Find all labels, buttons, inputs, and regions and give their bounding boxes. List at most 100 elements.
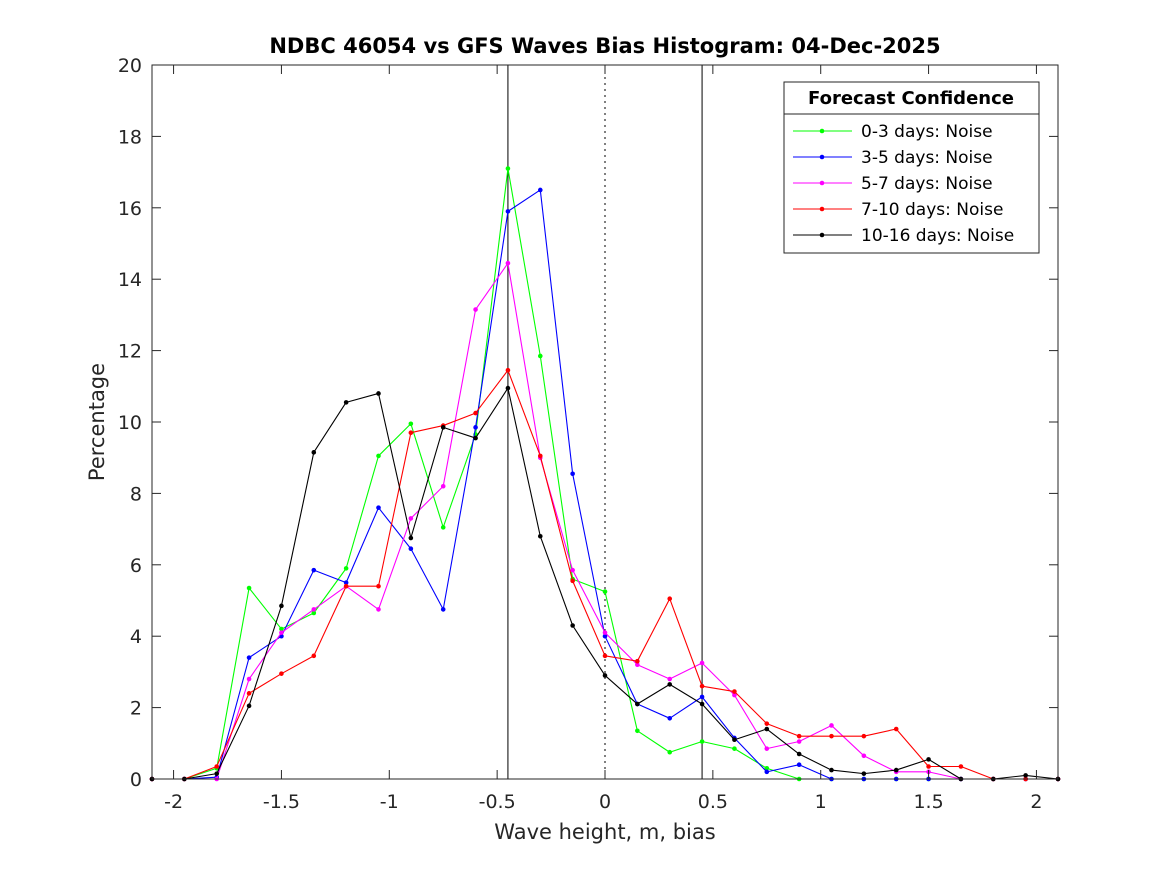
data-point — [635, 662, 640, 668]
y-tick-label: 18 — [118, 126, 142, 148]
y-tick-labels: 0 2 4 6 8 10 12 14 16 18 20 — [118, 55, 142, 791]
legend-marker — [819, 206, 825, 212]
data-point — [635, 701, 640, 707]
legend-title: Forecast Confidence — [808, 88, 1014, 109]
legend-marker — [819, 128, 825, 134]
data-point — [343, 400, 349, 405]
data-point — [699, 683, 705, 689]
legend-entry: 10-16 days: Noise — [793, 226, 1014, 246]
data-point — [505, 367, 511, 373]
data-point — [376, 391, 381, 396]
data-point — [861, 733, 867, 739]
legend-label: 0-3 days: Noise — [861, 122, 993, 142]
series-5 — [149, 385, 1061, 782]
data-point — [699, 660, 705, 666]
x-tick-label: -2 — [164, 791, 183, 813]
data-point — [246, 676, 252, 682]
data-point — [829, 767, 834, 773]
data-point — [570, 471, 575, 477]
data-point — [667, 716, 673, 721]
y-axis-label: Percentage — [85, 363, 109, 481]
x-tick-label: 1 — [815, 791, 827, 813]
data-point — [635, 658, 640, 664]
data-point — [570, 578, 575, 584]
data-point — [699, 701, 705, 707]
data-point — [505, 166, 511, 171]
x-tick-label: 1.5 — [913, 791, 943, 813]
data-point — [343, 566, 349, 571]
data-point — [343, 583, 349, 589]
chart-title: NDBC 46054 vs GFS Waves Bias Histogram: … — [269, 34, 940, 58]
x-tick-labels: -2 -1.5 -1 -0.5 0 0.5 1 1.5 2 — [164, 791, 1042, 813]
legend-label: 10-16 days: Noise — [861, 226, 1014, 246]
data-point — [473, 410, 478, 416]
y-tick-label: 16 — [118, 198, 142, 220]
axis-ticks — [152, 64, 1058, 780]
data-point — [408, 546, 414, 552]
data-point — [732, 737, 737, 743]
data-point — [699, 739, 705, 744]
data-point — [376, 453, 381, 459]
data-point — [570, 567, 575, 573]
data-point — [279, 626, 284, 632]
data-point — [376, 505, 381, 510]
data-point — [732, 692, 737, 698]
legend-box — [783, 81, 1040, 254]
y-tick-label: 4 — [130, 626, 142, 648]
data-point — [570, 623, 575, 628]
x-tick-label: -0.5 — [479, 791, 516, 813]
data-point — [311, 607, 317, 612]
data-point — [926, 757, 931, 762]
data-point — [602, 589, 608, 594]
data-point — [505, 260, 511, 266]
data-point — [796, 762, 802, 768]
data-point — [602, 653, 608, 659]
data-point — [893, 767, 899, 773]
data-point — [537, 187, 543, 193]
data-point — [473, 307, 478, 312]
data-point — [505, 209, 511, 214]
data-point — [635, 728, 640, 734]
legend-label: 3-5 days: Noise — [861, 148, 993, 168]
data-point — [473, 425, 478, 430]
data-point — [376, 583, 381, 589]
data-point — [764, 726, 770, 732]
data-point — [602, 673, 608, 678]
y-tick-label: 0 — [130, 769, 142, 791]
data-point — [796, 751, 802, 757]
legend-entry: 3-5 days: Noise — [793, 148, 993, 168]
data-point — [440, 425, 446, 430]
x-tick-label: -1 — [380, 791, 399, 813]
data-point — [796, 733, 802, 739]
x-tick-label: 0.5 — [698, 791, 728, 813]
data-point — [1023, 773, 1028, 778]
data-point — [440, 607, 446, 612]
data-point — [408, 430, 414, 436]
data-point — [764, 746, 770, 751]
x-tick-label: 0 — [599, 791, 611, 813]
data-point — [602, 630, 608, 635]
data-point — [537, 533, 543, 539]
legend-entry: 7-10 days: Noise — [793, 200, 1003, 220]
data-point — [440, 525, 446, 530]
data-point — [279, 630, 284, 635]
data-point — [343, 580, 349, 585]
data-point — [764, 769, 770, 775]
data-point — [764, 721, 770, 726]
data-point — [926, 764, 931, 769]
y-tick-label: 10 — [118, 412, 142, 434]
data-point — [505, 385, 511, 391]
y-tick-label: 2 — [130, 698, 142, 720]
data-point — [796, 739, 802, 744]
data-point — [958, 764, 964, 769]
x-tick-label: 2 — [1030, 791, 1042, 813]
y-tick-label: 20 — [118, 55, 142, 77]
data-point — [246, 691, 252, 696]
data-point — [376, 607, 381, 612]
legend-label: 7-10 days: Noise — [861, 200, 1003, 220]
data-point — [667, 596, 673, 602]
data-point — [537, 453, 543, 459]
data-point — [764, 765, 770, 771]
data-point — [667, 749, 673, 755]
